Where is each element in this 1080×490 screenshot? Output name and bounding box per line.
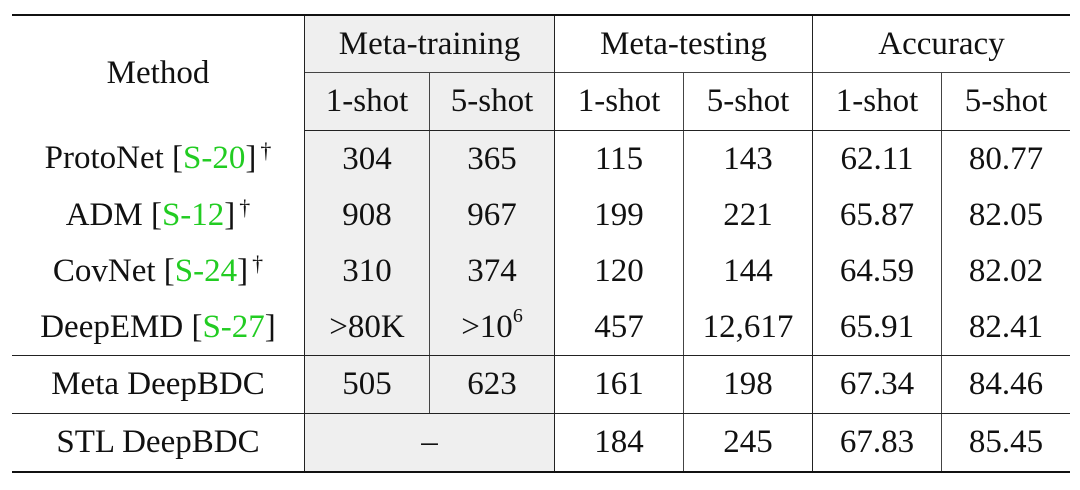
cell: 908 (304, 187, 430, 243)
method-cell: DeepEMD [S-27] (12, 299, 305, 356)
method-cell: CovNet [S-24] † (12, 243, 305, 299)
cell: 67.34 (812, 355, 942, 414)
cell: 143 (683, 130, 813, 187)
header-meta-training: Meta-training (304, 14, 555, 73)
cell: 82.05 (968, 196, 1044, 233)
cell: 67.83 (812, 413, 942, 473)
table-row: ADM [S-12] † 908 967 199 221 65.87 82.05 (12, 187, 1070, 243)
cell: 64.59 (812, 243, 942, 299)
cell: 505 (304, 355, 430, 414)
cell: 365 (429, 130, 555, 187)
cell: 120 (554, 243, 684, 299)
cell: 184 (554, 413, 684, 473)
header-sub: 1-shot (554, 72, 684, 131)
table-row: DeepEMD [S-27] >80K >106 457 12,617 65.9… (12, 299, 1070, 356)
cell: 82.41 (941, 299, 1070, 356)
header-sub: 1-shot (304, 72, 430, 131)
cell: >106 (429, 299, 555, 356)
table-row: ProtoNet [S-20] † 304 365 115 143 62.11 8… (12, 130, 1070, 187)
header-method: Method (12, 14, 305, 131)
header-accuracy: Accuracy (812, 14, 1070, 73)
cell: 84.46 (941, 355, 1070, 414)
cell: 310 (304, 243, 430, 299)
cell: 144 (683, 243, 813, 299)
results-table: Method Meta-training Meta-testing Accura… (12, 14, 1070, 473)
method-cell: Meta DeepBDC (12, 355, 305, 414)
cell: 967 (429, 187, 555, 243)
cell: >80K (304, 299, 430, 356)
method-cell: ProtoNet [S-20] † (12, 130, 305, 187)
cell: 65.91 (812, 299, 942, 356)
cell: 623 (429, 355, 555, 414)
cell: 85.45 (941, 413, 1070, 473)
method-cell: STL DeepBDC (12, 413, 305, 473)
cell: 221 (683, 187, 813, 243)
cell: 374 (429, 243, 555, 299)
cell: 115 (554, 130, 684, 187)
dagger-mark: † (239, 194, 251, 220)
cell: – (304, 413, 555, 473)
method-cell: ADM [S-12] † (12, 187, 305, 243)
cell: 82.02 (968, 252, 1044, 289)
cell: 62.11 (812, 130, 942, 187)
header-meta-testing: Meta-testing (554, 14, 813, 73)
citation-link[interactable]: S-20 (183, 140, 246, 177)
cell: 304 (304, 130, 430, 187)
cell: 245 (683, 413, 813, 473)
cell: 161 (554, 355, 684, 414)
header-sub: 5-shot (941, 72, 1070, 131)
citation-link[interactable]: S-27 (202, 308, 265, 345)
cell: 199 (554, 187, 684, 243)
cell: 12,617 (683, 299, 813, 356)
citation-link[interactable]: S-12 (161, 196, 225, 233)
dagger-mark: † (260, 138, 272, 164)
cell: 65.87 (812, 187, 942, 243)
header-sub: 5-shot (429, 72, 555, 131)
table-row: CovNet [S-24] † 310 374 120 144 64.59 82.… (12, 243, 1070, 299)
header-sub: 1-shot (812, 72, 942, 131)
cell: 80.77 (968, 140, 1044, 177)
header-sub: 5-shot (683, 72, 813, 131)
cell: 198 (683, 355, 813, 414)
cell: 457 (554, 299, 684, 356)
table-row: Meta DeepBDC 505 623 161 198 67.34 84.46 (12, 355, 1070, 414)
dagger-mark: † (252, 250, 264, 276)
table-row: STL DeepBDC – 184 245 67.83 85.45 (12, 413, 1070, 473)
citation-link[interactable]: S-24 (174, 252, 238, 289)
